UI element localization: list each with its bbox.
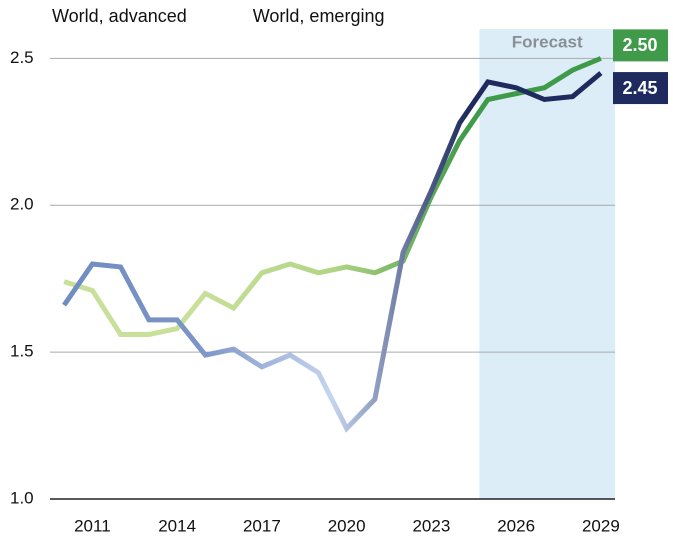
end-label: 2.45 — [622, 78, 657, 98]
x-tick-label: 2026 — [497, 516, 535, 535]
x-tick-label: 2017 — [243, 516, 281, 535]
x-tick-label: 2023 — [412, 516, 450, 535]
y-tick-label: 1.0 — [10, 488, 34, 507]
forecast-region — [479, 29, 615, 499]
y-tick-label: 2.5 — [10, 48, 34, 67]
legend-label: World, advanced — [52, 6, 187, 26]
forecast-label: Forecast — [512, 32, 583, 51]
x-tick-label: 2020 — [328, 516, 366, 535]
x-tick-label: 2029 — [582, 516, 620, 535]
legend-label: World, emerging — [253, 6, 385, 26]
x-tick-label: 2014 — [158, 516, 196, 535]
y-tick-label: 2.0 — [10, 195, 34, 214]
y-tick-label: 1.5 — [10, 342, 34, 361]
x-tick-label: 2011 — [74, 516, 111, 535]
end-label-box — [613, 29, 668, 62]
series-line — [62, 71, 603, 433]
end-label-box — [613, 72, 668, 105]
end-label: 2.50 — [622, 35, 657, 55]
series-line — [63, 56, 602, 337]
